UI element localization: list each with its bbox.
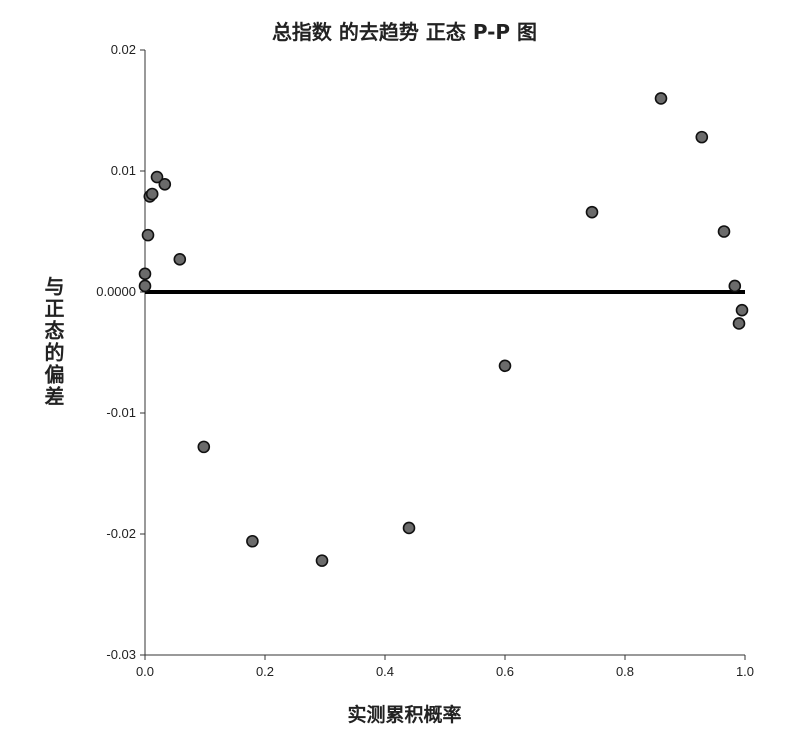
- axes: [140, 49, 746, 660]
- x-tick-label: 0.4: [376, 664, 394, 679]
- x-axis-label: 实测累积概率: [347, 704, 462, 726]
- data-points: [138, 92, 749, 567]
- y-tick-label: -0.02: [106, 526, 136, 541]
- y-tick-label: 0.01: [111, 163, 136, 178]
- data-point: [141, 228, 155, 242]
- data-point: [402, 521, 416, 535]
- data-point: [246, 534, 259, 548]
- data-point: [695, 130, 709, 144]
- data-point: [173, 253, 187, 266]
- data-point: [145, 187, 159, 201]
- data-point: [150, 170, 164, 184]
- y-tick-label: 0.02: [111, 42, 136, 57]
- y-axis-label: 与正态的偏差: [41, 276, 65, 408]
- data-point: [735, 303, 749, 317]
- data-point: [158, 178, 172, 191]
- y-tick-label: -0.03: [106, 647, 136, 662]
- x-tick-label: 1.0: [736, 664, 754, 679]
- y-tick-label: -0.01: [106, 405, 136, 420]
- data-point: [197, 440, 211, 454]
- data-point: [138, 267, 152, 281]
- chart-title: 总指数 的去趋势 正态 P-P 图: [271, 20, 538, 44]
- data-point: [717, 225, 731, 238]
- data-point: [654, 92, 668, 105]
- data-point: [728, 279, 742, 293]
- data-point: [498, 359, 512, 373]
- x-tick-label: 0.2: [256, 664, 274, 679]
- x-tick-label: 0.0: [136, 664, 154, 679]
- x-tick-label: 0.6: [496, 664, 514, 679]
- data-point: [732, 317, 746, 330]
- y-tick-label: 0.0000: [96, 284, 136, 299]
- data-point: [315, 554, 329, 567]
- x-tick-label: 0.8: [616, 664, 634, 679]
- data-point: [138, 279, 152, 293]
- tick-labels: 0.02 0.01 0.0000 -0.01 -0.02 -0.030.0 0.2 0.4 0.…: [96, 42, 754, 679]
- data-point: [585, 205, 599, 219]
